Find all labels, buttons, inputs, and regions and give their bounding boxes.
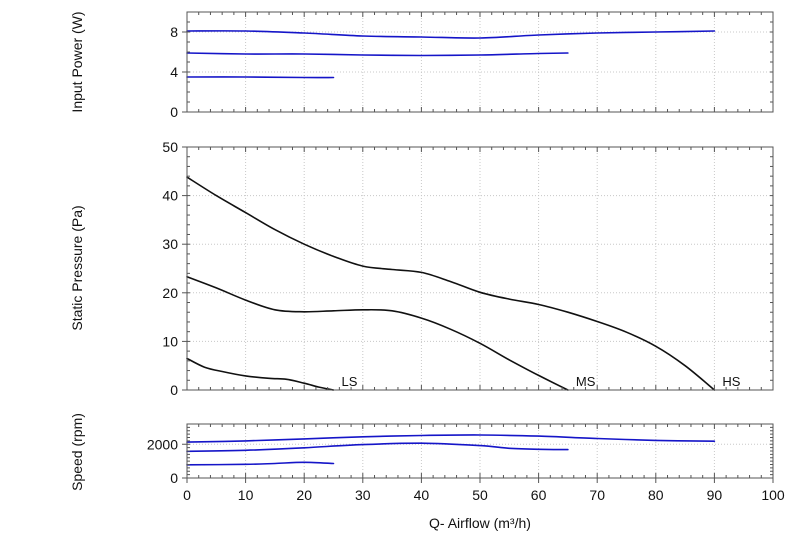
x-tick-label: 80 — [648, 487, 664, 503]
power-series-ms — [186, 52, 569, 57]
static-pressure-panel: HS MS LS 0 10 20 30 40 50 Static Pressure (Pa) — [69, 139, 774, 398]
x-tick-label: 90 — [707, 487, 723, 503]
curve-label-hs: HS — [722, 374, 740, 389]
x-tick-label: 20 — [296, 487, 312, 503]
curve-label-ms: MS — [576, 374, 596, 389]
x-tick-label: 10 — [238, 487, 254, 503]
speed-y-tick-label: 2000 — [147, 436, 178, 452]
speed-y-tick-label: 0 — [170, 470, 178, 486]
x-tick-label: 0 — [183, 487, 191, 503]
airflow-axis-label: Q- Airflow (m³/h) — [429, 515, 531, 531]
pressure-y-tick-label: 30 — [162, 236, 178, 252]
speed-series-ls — [186, 461, 335, 466]
speed-series-ms — [186, 442, 569, 453]
power-y-tick-label: 8 — [170, 24, 178, 40]
power-series-hs — [186, 30, 716, 39]
pressure-y-tick-label: 0 — [170, 382, 178, 398]
pressure-series-hs — [186, 176, 716, 391]
power-series-ls — [186, 76, 335, 79]
pressure-y-tick-label: 40 — [162, 188, 178, 204]
speed-series-hs — [186, 434, 716, 443]
speed-axis-label: Speed (rpm) — [69, 413, 85, 491]
x-tick-label: 60 — [531, 487, 547, 503]
static-pressure-axis-label: Static Pressure (Pa) — [69, 205, 85, 330]
x-tick-label: 40 — [414, 487, 430, 503]
pressure-series-ls — [186, 357, 335, 391]
pressure-series-ms — [186, 276, 569, 391]
pressure-y-tick-label: 50 — [162, 139, 178, 155]
input-power-panel: 0 4 8 Input Power (W) — [69, 11, 774, 120]
power-y-tick-label: 0 — [170, 104, 178, 120]
x-tick-label: 50 — [472, 487, 488, 503]
x-tick-label: 70 — [589, 487, 605, 503]
pressure-y-tick-label: 10 — [162, 333, 178, 349]
x-tick-label: 30 — [355, 487, 371, 503]
curve-label-ls: LS — [342, 374, 358, 389]
pressure-y-tick-label: 20 — [162, 285, 178, 301]
x-tick-label: 100 — [761, 487, 785, 503]
input-power-axis-label: Input Power (W) — [69, 11, 85, 112]
power-y-tick-label: 4 — [170, 64, 178, 80]
